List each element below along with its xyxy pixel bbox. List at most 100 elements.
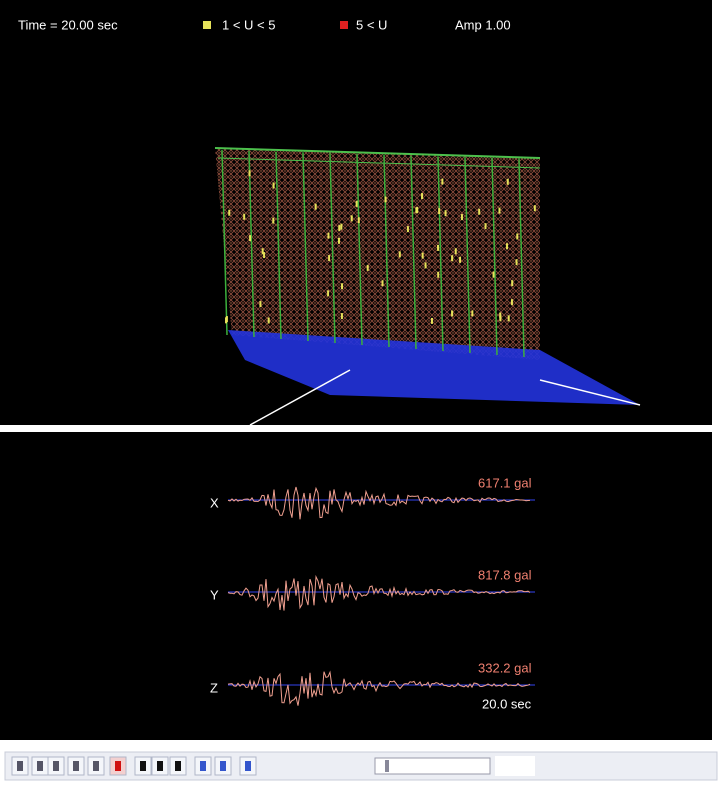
stress-marker xyxy=(225,316,228,323)
amp-label: Amp 1.00 xyxy=(455,17,511,32)
legend-label: 1 < U < 5 xyxy=(222,17,275,32)
toolbar-buttons xyxy=(11,756,257,776)
waveforms: X 617.1 gal Y 817.8 gal Z 332.2 gal xyxy=(210,475,535,706)
column xyxy=(464,157,471,354)
stress-marker xyxy=(492,271,495,278)
stress-marker xyxy=(451,310,454,317)
column xyxy=(302,152,309,342)
axis-label: Z xyxy=(210,680,218,695)
column xyxy=(518,158,525,358)
stress-marker xyxy=(424,262,427,269)
waveform xyxy=(227,574,531,611)
tool-icon xyxy=(245,761,251,771)
stress-marker xyxy=(338,225,341,232)
tool-icon xyxy=(175,761,181,771)
stress-marker xyxy=(337,237,340,244)
stress-marker xyxy=(314,203,317,210)
column xyxy=(491,157,498,356)
stress-marker xyxy=(459,256,462,263)
stress-marker xyxy=(516,233,519,240)
stress-marker xyxy=(484,223,487,230)
stress-marker xyxy=(533,205,536,212)
stress-marker xyxy=(421,252,424,259)
tool-icon xyxy=(220,761,226,771)
stress-marker xyxy=(243,213,246,220)
slider-thumb[interactable] xyxy=(385,760,389,772)
waveform xyxy=(227,670,531,706)
stress-marker xyxy=(406,226,409,233)
stress-marker xyxy=(499,315,502,322)
stress-marker xyxy=(506,243,509,250)
stress-marker xyxy=(498,207,501,214)
stress-marker xyxy=(444,210,447,217)
stress-marker xyxy=(471,310,474,317)
stress-marker xyxy=(384,196,387,203)
stress-marker xyxy=(441,178,444,185)
stress-marker xyxy=(506,178,509,185)
stress-marker xyxy=(249,235,252,242)
tool-icon xyxy=(115,761,121,771)
stress-marker xyxy=(478,208,481,215)
stress-marker xyxy=(416,207,419,214)
tool-icon xyxy=(73,761,79,771)
column xyxy=(329,153,336,344)
tool-icon xyxy=(53,761,59,771)
stress-marker xyxy=(228,209,231,216)
field[interactable] xyxy=(495,756,535,776)
stress-marker xyxy=(272,217,275,224)
stress-marker xyxy=(248,170,251,177)
column xyxy=(383,154,390,348)
stress-marker xyxy=(438,208,441,215)
axis-label: X xyxy=(210,495,219,510)
stress-marker xyxy=(327,232,330,239)
peak-label: 617.1 gal xyxy=(478,475,532,490)
peak-label: 332.2 gal xyxy=(478,660,532,675)
stress-marker xyxy=(510,299,513,306)
legend-swatch xyxy=(340,21,348,29)
stress-marker xyxy=(328,255,331,262)
stress-marker xyxy=(454,248,457,255)
stress-marker xyxy=(272,182,275,189)
column xyxy=(275,151,282,340)
stress-marker xyxy=(366,264,369,271)
column xyxy=(410,155,417,350)
tool-icon xyxy=(157,761,163,771)
stress-marker xyxy=(341,283,344,290)
stress-marker xyxy=(515,259,518,266)
column xyxy=(248,150,255,338)
axis-label: Y xyxy=(210,587,219,602)
time-label: Time = 20.00 sec xyxy=(18,17,118,32)
stress-marker xyxy=(259,301,262,308)
stress-marker xyxy=(263,252,266,259)
stress-marker xyxy=(357,217,360,224)
legend-swatch xyxy=(203,21,211,29)
stress-marker xyxy=(511,280,514,287)
column xyxy=(221,149,228,336)
tool-icon xyxy=(17,761,23,771)
wave-view xyxy=(0,432,712,740)
stress-marker xyxy=(398,251,401,258)
stress-marker xyxy=(437,271,440,278)
stress-marker xyxy=(350,215,353,222)
tool-icon xyxy=(93,761,99,771)
legend-label: 5 < U xyxy=(356,17,387,32)
stress-marker xyxy=(340,313,343,320)
column xyxy=(437,156,444,352)
stress-marker xyxy=(421,193,424,200)
right-edge xyxy=(712,0,722,745)
stress-marker xyxy=(381,280,384,287)
stress-marker xyxy=(451,255,454,262)
stress-marker xyxy=(507,315,510,322)
tool-icon xyxy=(200,761,206,771)
stress-marker xyxy=(355,200,358,207)
waveform xyxy=(227,486,531,520)
duration-label: 20.0 sec xyxy=(482,696,532,711)
building-model xyxy=(214,147,641,426)
stress-marker xyxy=(340,223,343,230)
stress-marker xyxy=(437,244,440,251)
peak-label: 817.8 gal xyxy=(478,567,532,582)
slider[interactable] xyxy=(374,757,491,775)
column xyxy=(356,153,363,346)
stress-marker xyxy=(267,317,270,324)
